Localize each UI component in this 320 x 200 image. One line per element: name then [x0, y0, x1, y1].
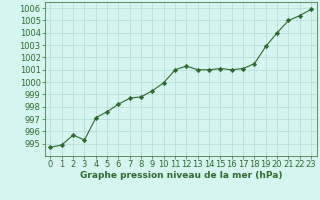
X-axis label: Graphe pression niveau de la mer (hPa): Graphe pression niveau de la mer (hPa): [80, 171, 282, 180]
